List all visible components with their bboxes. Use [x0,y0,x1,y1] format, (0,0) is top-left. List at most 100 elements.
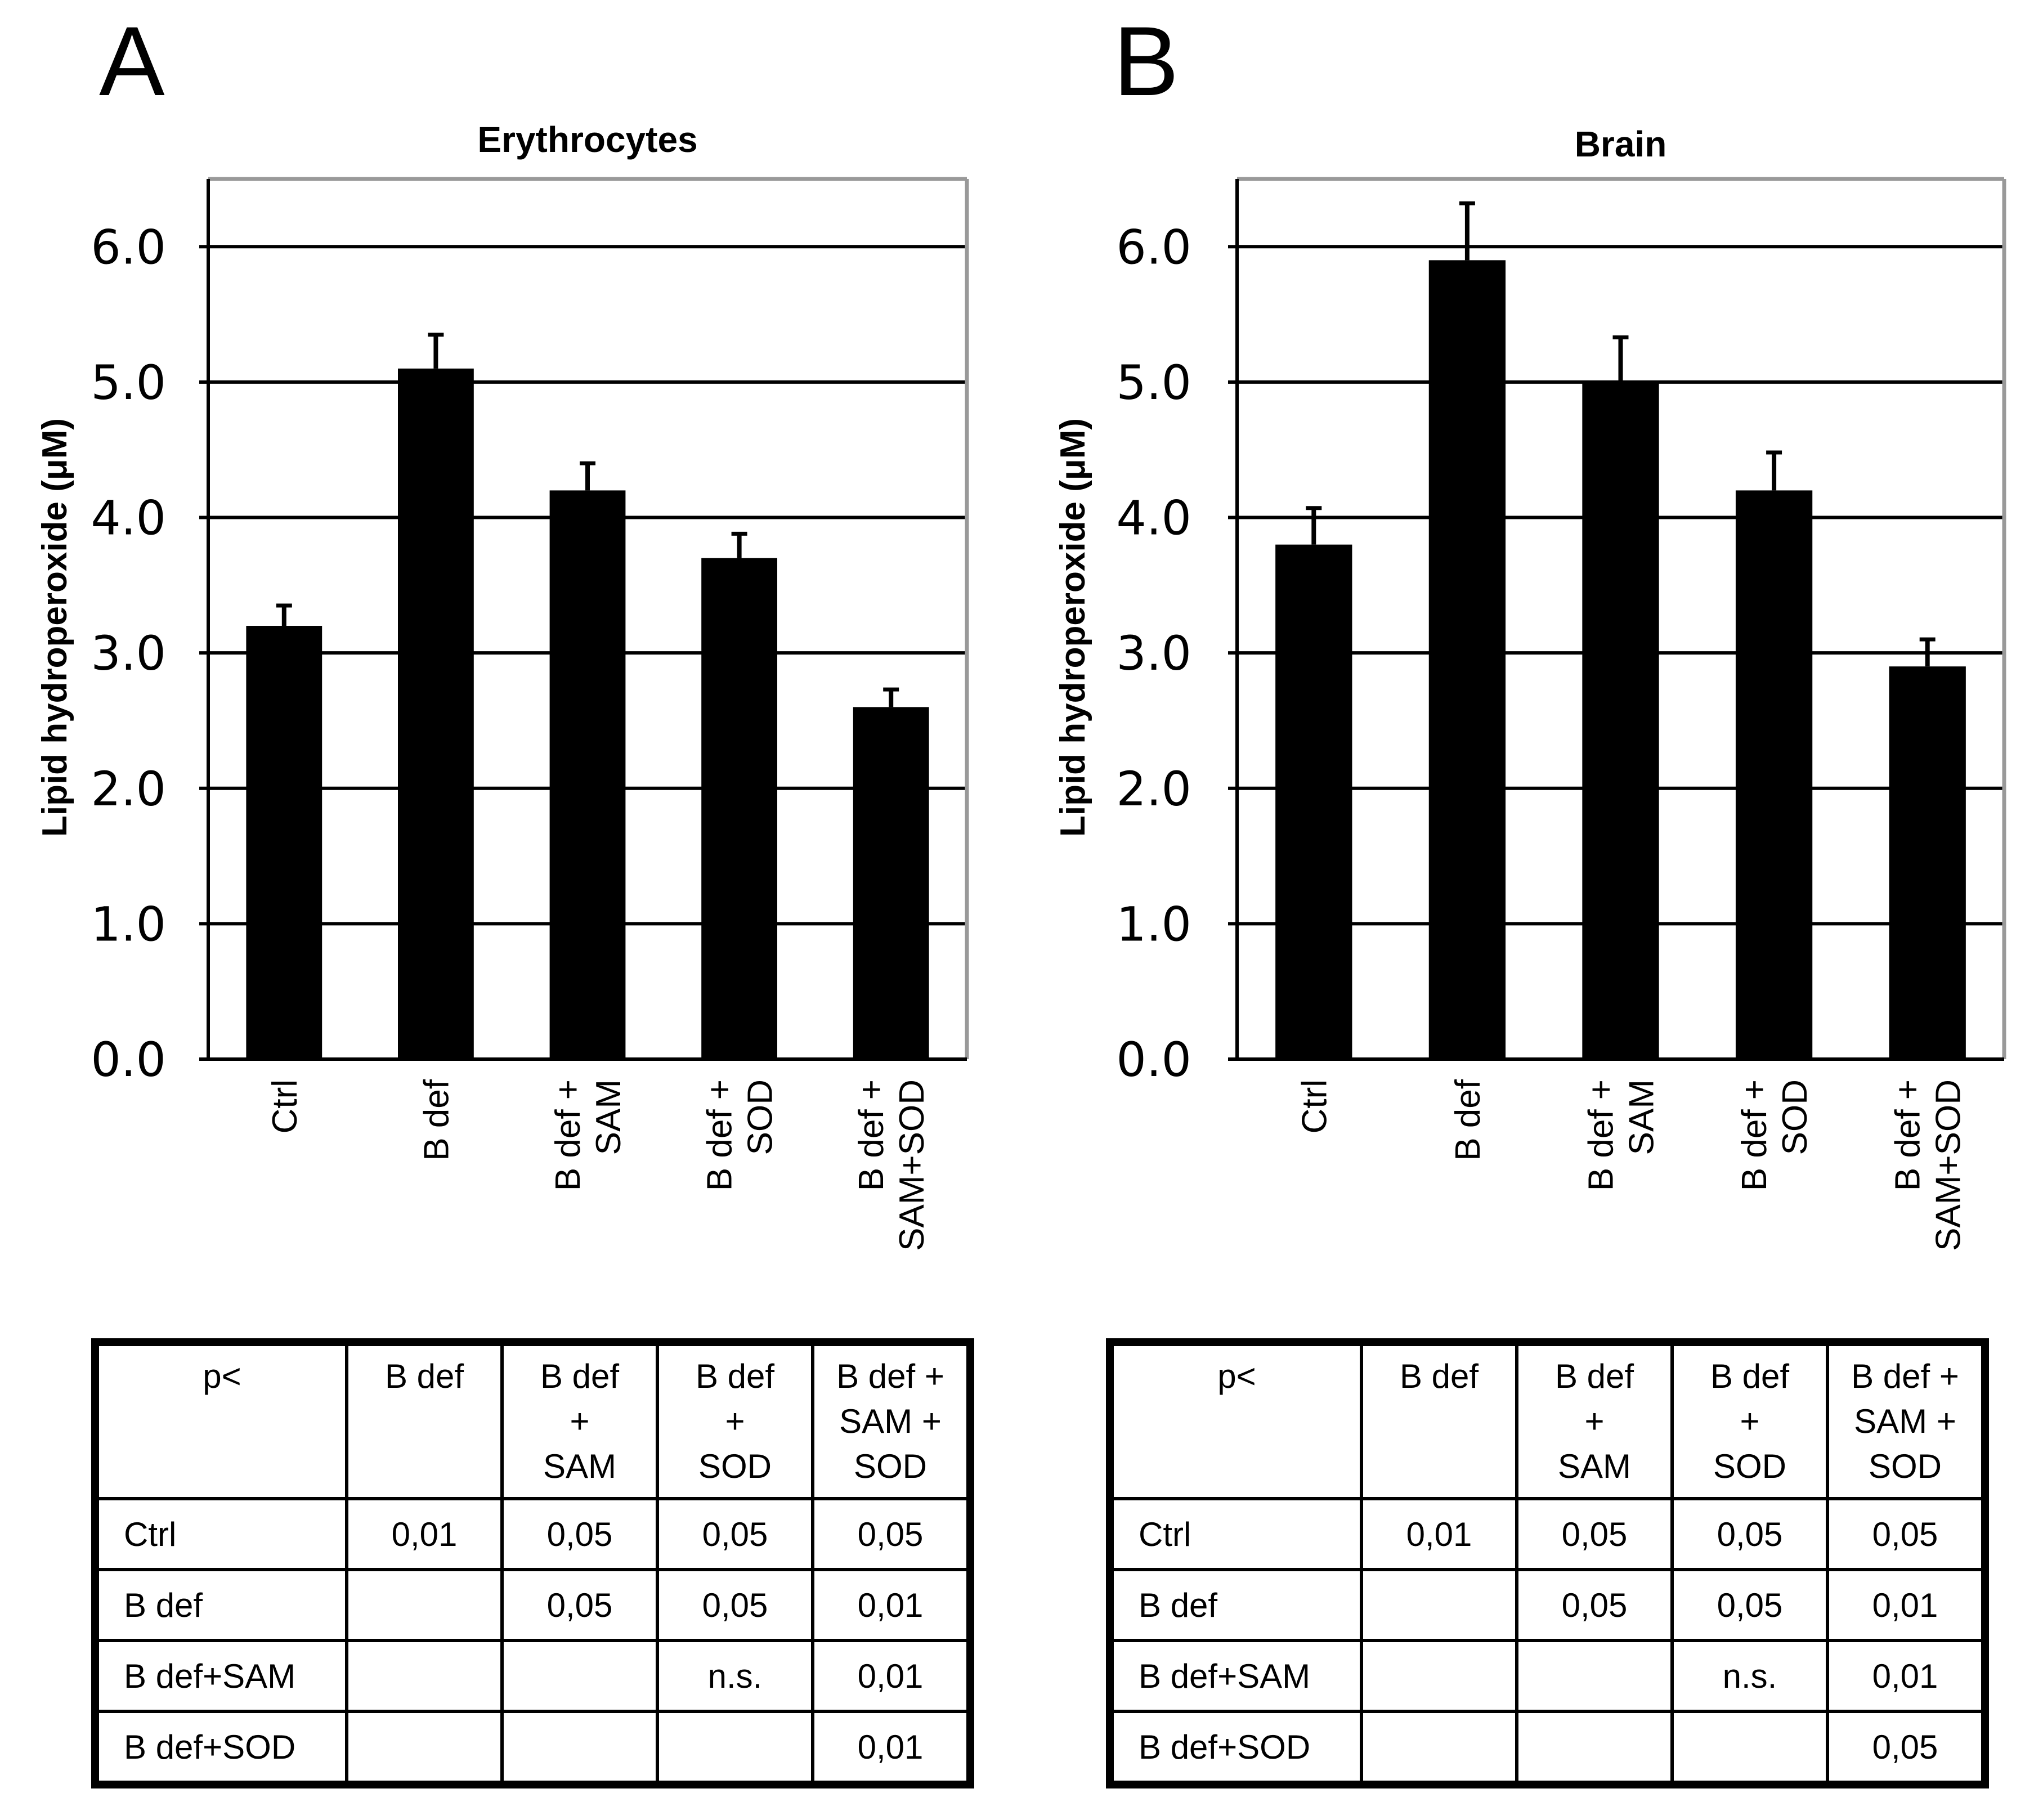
table-row: Ctrl 0,01 0,05 0,05 0,05 [1108,1497,1987,1571]
p-value-cell [345,1710,504,1786]
p-value-cell: 0,01 [811,1568,972,1642]
y-tick-label: 1.0 [91,896,166,952]
column-header-line: SOD [1868,1447,1942,1485]
table-column-header: B def [345,1341,504,1500]
table-corner-cell: p< [1108,1341,1363,1500]
table-row: B def+SOD 0,05 [1108,1710,1987,1786]
panel-a: A Erythrocytes 0.0 1.0 2.0 3.0 4.0 5.0 6.0 Lipid… [0,0,1013,1820]
table-column-header: B def [1360,1341,1518,1500]
bar [1275,544,1352,1059]
column-header-line: B def [384,1357,464,1395]
p-value-cell: 0,05 [1826,1710,1987,1786]
p-value-cell: 0,01 [1826,1568,1987,1642]
column-header-line: SAM [543,1447,617,1485]
y-axis-label: Lipid hydroperoxide (μM) [35,418,74,837]
bar [246,626,322,1059]
table-header-row: p< B def B def + SAM B def + SOD B def + SAM + SOD [93,1341,972,1500]
p-value-cell [500,1639,659,1713]
row-label-cell: Ctrl [93,1497,348,1571]
y-axis-label: Lipid hydroperoxide (μM) [1054,418,1092,837]
p-value-cell: 0,05 [500,1497,659,1571]
x-tick-label-line: Ctrl [1295,1079,1334,1133]
y-tick-label: 0.0 [91,1032,166,1087]
p-value-cell: 0,05 [811,1497,972,1571]
column-header-line: B def [1554,1357,1634,1395]
y-tick-label: 6.0 [1116,219,1191,275]
column-header-line: B def [1710,1357,1790,1395]
row-label-cell: B def+SAM [1108,1639,1363,1713]
y-tick-label: 0.0 [1116,1032,1191,1087]
p-value-cell: 0,01 [811,1710,972,1786]
column-header-line: B def + [836,1357,944,1395]
column-header-line: SAM + [1854,1402,1956,1440]
row-label-cell: B def [1108,1568,1363,1642]
p-value-cell [656,1710,814,1786]
x-tick-label: B def +SAM+SOD [852,1079,931,1251]
x-tick-label-line: SOD [741,1079,780,1155]
panel-b: B Brain 0.0 1.0 2.0 3.0 4.0 5.0 6.0 Lipid hydrop… [1017,0,2030,1820]
column-header-line: B def [540,1357,620,1395]
column-header-line: SOD [698,1447,772,1485]
erythrocytes-pvalue-table: p< B def B def + SAM B def + SOD B def + SAM + SOD… [91,1338,974,1788]
table-corner-cell: p< [93,1341,348,1500]
p-value-cell [1360,1639,1518,1713]
table-column-header: B def + SAM + SOD [811,1341,972,1500]
y-tick-label: 2.0 [1116,761,1191,817]
table-row: B def+SAM n.s. 0,01 [1108,1639,1987,1713]
table-header-row: p< B def B def + SAM B def + SOD B def + SAM + SOD [1108,1341,1987,1500]
column-header-line: SOD [1713,1447,1787,1485]
x-tick-label: B def +SAM [549,1079,628,1191]
brain-pvalue-table: p< B def B def + SAM B def + SOD B def + SAM + SOD… [1106,1338,1989,1788]
table-row: B def+SAM n.s. 0,01 [93,1639,972,1713]
column-header-line: B def [1399,1357,1479,1395]
x-tick-label-line: SAM+SOD [893,1079,931,1251]
p-value-cell: 0,05 [1826,1497,1987,1571]
bar [398,368,474,1059]
x-tick-label: B def +SAM+SOD [1889,1079,1968,1251]
table-column-header: B def + SAM + SOD [1826,1341,1987,1500]
bar [701,558,777,1059]
y-tick-label: 6.0 [91,219,166,275]
x-tick-label-line: B def + [549,1079,588,1191]
x-tick-label-line: SAM [589,1079,628,1155]
table-column-header: B def + SAM [1515,1341,1674,1500]
bar [1889,666,1966,1059]
bar [1428,260,1506,1059]
table-row: Ctrl 0,01 0,05 0,05 0,05 [93,1497,972,1571]
row-label-cell: Ctrl [1108,1497,1363,1571]
x-tick-label-line: Ctrl [266,1079,304,1133]
x-tick-label: B def +SOD [701,1079,780,1191]
bar [1582,382,1659,1059]
p-value-cell [1670,1710,1829,1786]
column-header-line: SAM + [839,1402,942,1440]
p-value-cell: 0,01 [1360,1497,1518,1571]
p-value-cell: 0,05 [500,1568,659,1642]
p-value-cell [345,1568,504,1642]
p-value-cell: 0,05 [1515,1497,1674,1571]
x-tick-label-line: B def + [1735,1079,1774,1191]
p-value-cell: 0,05 [656,1497,814,1571]
x-tick-label: Ctrl [1295,1079,1334,1133]
x-tick-label-line: SAM [1623,1079,1661,1155]
y-tick-label: 1.0 [1116,896,1191,952]
x-tick-label-line: B def + [701,1079,740,1191]
p-value-cell: 0,05 [656,1568,814,1642]
x-tick-label: B def [417,1079,456,1161]
y-tick-label: 3.0 [1116,626,1191,681]
table-column-header: B def + SAM [500,1341,659,1500]
row-label-cell: B def+SOD [1108,1710,1363,1786]
p-value-cell: 0,05 [1670,1568,1829,1642]
x-tick-label-line: B def + [852,1079,891,1191]
y-tick-label: 2.0 [91,761,166,817]
p-value-cell: 0,05 [1670,1497,1829,1571]
p-value-cell: 0,01 [811,1639,972,1713]
p-value-cell [1515,1710,1674,1786]
column-header-line: + [570,1402,590,1440]
erythrocytes-chart: Erythrocytes 0.0 1.0 2.0 3.0 4.0 5.0 6.0 Lipid h… [35,119,969,1251]
row-label-cell: B def+SAM [93,1639,348,1713]
bar [549,490,626,1059]
table-row: B def+SOD 0,01 [93,1710,972,1786]
p-value-cell: n.s. [656,1639,814,1713]
x-tick-label-line: B def [1449,1079,1488,1161]
x-tick-label-line: SOD [1776,1079,1815,1155]
